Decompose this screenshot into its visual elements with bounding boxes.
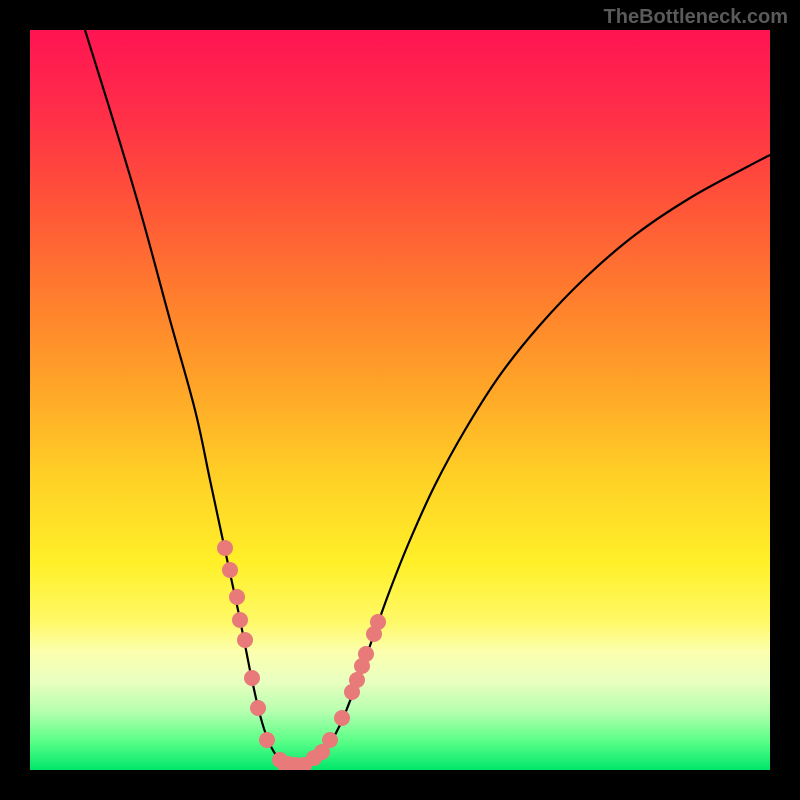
chart-container: TheBottleneck.com bbox=[0, 0, 800, 800]
watermark-text: TheBottleneck.com bbox=[604, 6, 788, 29]
plot-area bbox=[30, 30, 770, 770]
background-gradient bbox=[30, 30, 770, 770]
